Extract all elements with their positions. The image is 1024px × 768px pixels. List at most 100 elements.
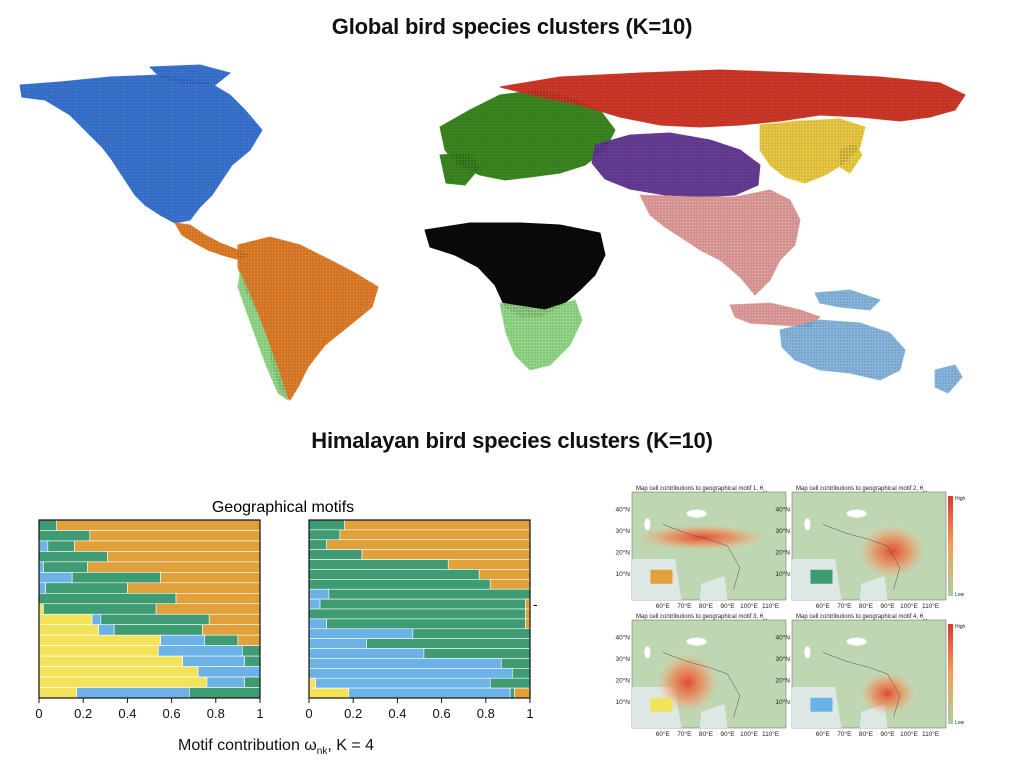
iberia-cluster-texture (440, 153, 480, 185)
x-tick-label: 0 (305, 706, 312, 721)
ocean (699, 576, 728, 600)
bar-segment-yellow (308, 687, 350, 699)
lon-label: 60°E (656, 602, 671, 610)
bar-segment-orange (525, 598, 531, 610)
motif-map-3: Map cell contributions to geographical m… (615, 614, 787, 738)
bar-segment-green (308, 549, 363, 560)
bar-segment-yellow (38, 613, 93, 626)
lake (644, 518, 651, 531)
lon-label: 70°E (677, 602, 692, 610)
x-tick-label: 0.2 (344, 706, 362, 721)
lon-label: 60°E (816, 602, 831, 610)
border-line (822, 524, 888, 547)
bar-segment-orange (89, 530, 261, 542)
europe-cluster-texture (440, 90, 615, 180)
motif-map-1: Map cell contributions to geographical m… (615, 486, 787, 610)
east-asia-cluster-texture (760, 119, 865, 183)
bar-segment-yellow (38, 624, 99, 636)
border-line (662, 652, 728, 675)
bar-segment-blue (308, 618, 327, 630)
bar-segment-yellow (308, 677, 316, 689)
bar-segment-orange (478, 569, 531, 580)
lat-label: 10°N (775, 698, 790, 706)
chart-frame-2 (308, 519, 531, 699)
lon-label: 70°E (837, 602, 852, 610)
north-eurasia-cluster-texture (500, 70, 965, 127)
bar-segment-orange (237, 634, 261, 646)
lat-label: 40°N (615, 505, 630, 513)
x-tick-label: 0.6 (163, 706, 181, 721)
bar-segment-orange (175, 592, 261, 605)
colorbar-low: Low (955, 720, 965, 726)
bar-segment-green (423, 648, 531, 659)
lat-label: 40°N (615, 633, 630, 641)
border-line (887, 673, 901, 718)
motif-map-title: Map cell contributions to geographical m… (636, 486, 768, 494)
bar-segment-blue (91, 613, 102, 626)
global-map-title: Global bird species clusters (K=10) (331, 14, 693, 39)
border-line (822, 652, 888, 675)
himalayan-title: Himalayan bird species clusters (K=10) (311, 428, 713, 453)
bar-segment-green (47, 540, 75, 552)
north-africa-cluster-texture (425, 223, 605, 317)
bar-segment-blue (158, 645, 243, 657)
bar-segment-orange (160, 572, 261, 584)
bar-segment-blue (308, 598, 321, 610)
lon-label: 80°E (859, 730, 874, 738)
lon-label: 90°E (720, 602, 735, 610)
motif-map-title: Map cell contributions to geographical m… (796, 486, 928, 494)
andes-cluster-texture (238, 273, 288, 400)
bar-segment-green (45, 582, 128, 594)
indonesia-cluster-texture (730, 303, 820, 327)
lon-label: 90°E (880, 730, 895, 738)
bar-segment-blue (348, 687, 511, 699)
bar-segment-blue (308, 588, 330, 600)
bar-segment-orange (74, 540, 261, 552)
bar-segment-blue (315, 677, 491, 689)
arctic-islands-cluster-texture (150, 65, 230, 85)
bar-segment-green (38, 530, 91, 542)
bar-segment-green (509, 687, 515, 699)
bar-segment-green (308, 579, 491, 590)
bar-segment-green (244, 655, 261, 667)
lat-label: 40°N (775, 633, 790, 641)
central-america-cluster-texture (175, 223, 250, 260)
lon-label: 70°E (837, 730, 852, 738)
bar-segment-green (244, 676, 261, 688)
bar-segment-yellow (38, 676, 208, 688)
bar-segment-blue (76, 687, 190, 699)
motif-map-title: Map cell contributions to geographical m… (796, 614, 928, 622)
bar-segment-blue (308, 668, 513, 679)
motif-map-title: Map cell contributions to geographical m… (636, 614, 768, 622)
lat-label: 20°N (775, 677, 790, 685)
lon-label: 110°E (922, 602, 940, 610)
lat-label: 10°N (615, 698, 630, 706)
motif-maps-panel: Map cell contributions to geographical m… (615, 486, 966, 738)
bar-segment-green (308, 519, 345, 531)
bar-segment-green (113, 624, 203, 636)
motif-x-label: Motif contribution ωnk, K = 4 (178, 737, 375, 758)
lat-label: 10°N (775, 570, 790, 578)
x-tick-label: 0.4 (388, 706, 406, 721)
motif-swatch (650, 697, 673, 712)
central-asia-cluster-texture (592, 133, 760, 197)
lon-label: 100°E (900, 730, 918, 738)
motif-swatch (810, 697, 833, 712)
japan-cluster-texture (840, 143, 862, 173)
bar-segment-green (242, 645, 261, 657)
bar-segment-orange (339, 529, 531, 541)
south-asia-cluster-texture (640, 190, 800, 295)
lake (846, 637, 867, 646)
bar-segment-green (489, 677, 531, 689)
bar-segment-green (500, 658, 531, 669)
lon-label: 70°E (677, 730, 692, 738)
bar-segment-blue (38, 540, 49, 552)
colorbar-high: High (955, 624, 966, 630)
motif-swatch (650, 569, 673, 584)
bar-segment-orange (344, 519, 531, 531)
x-tick-label: 1 (256, 706, 263, 721)
new-guinea-cluster-texture (815, 290, 880, 310)
lon-label: 90°E (880, 602, 895, 610)
lon-label: 110°E (922, 730, 940, 738)
lon-label: 80°E (699, 730, 714, 738)
